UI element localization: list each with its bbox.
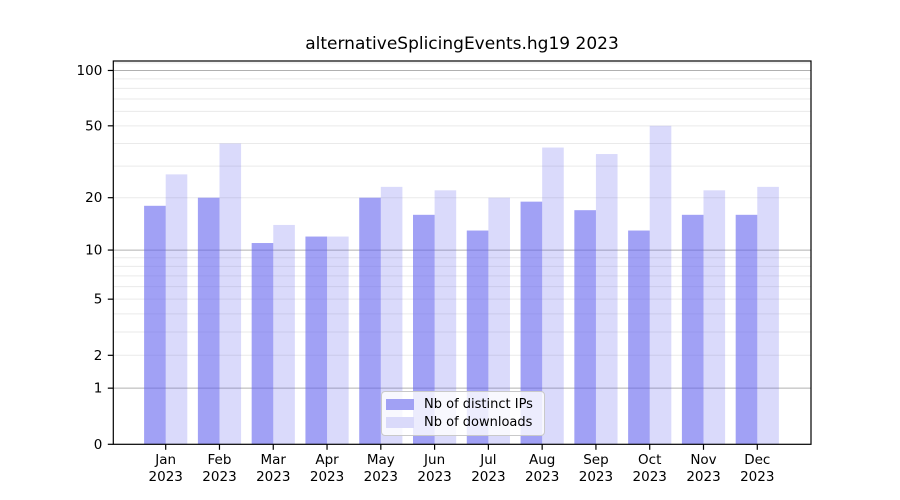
x-tick-label-month: Jan [154,452,176,468]
bar-apr-nb-of-distinct-ips [305,236,328,445]
chart-title: alternativeSplicingEvents.hg19 2023 [305,34,619,54]
bar-mar-nb-of-downloads [273,224,295,445]
bar-aug-nb-of-distinct-ips [520,201,543,445]
legend-item-distinct-ips: Nb of distinct IPs [386,397,538,412]
bar-may-nb-of-distinct-ips [359,197,381,445]
x-tick-label-month: Aug [529,452,555,468]
x-tick-label-month: Mar [261,452,287,468]
bar-dec-nb-of-distinct-ips [735,214,758,445]
x-tick-label-year: 2023 [525,469,559,485]
bar-jun-nb-of-downloads [434,190,457,445]
y-tick-label: 100 [77,63,103,79]
bar-feb-nb-of-distinct-ips [197,197,220,445]
x-tick-label-year: 2023 [149,469,183,485]
x-tick-label-month: Nov [690,452,716,468]
legend-item-downloads: Nb of downloads [386,415,538,430]
bar-sep-nb-of-distinct-ips [574,210,596,445]
bar-apr-nb-of-downloads [327,236,349,445]
y-tick-label: 10 [85,243,102,259]
x-tick-label-month: Oct [638,452,661,468]
x-tick-label-year: 2023 [417,469,451,485]
minor-gridlines [113,62,811,356]
bar-nov-nb-of-distinct-ips [681,214,704,445]
bar-jan-nb-of-downloads [165,174,188,445]
bars-nb-of-downloads [165,125,779,445]
y-tick-label: 5 [94,292,103,308]
bar-feb-nb-of-downloads [219,143,242,445]
x-tick-label-month: Feb [208,452,232,468]
bar-jul-nb-of-distinct-ips [466,230,489,445]
y-tick-label: 20 [85,190,102,206]
bar-jan-nb-of-distinct-ips [144,205,166,445]
legend-swatch-distinct-ips [386,399,414,410]
x-tick-label-month: Sep [583,452,608,468]
bar-sep-nb-of-downloads [595,154,618,445]
bar-may-nb-of-downloads [380,186,403,445]
x-tick-label-month: May [367,452,395,468]
x-tick-label-year: 2023 [310,469,344,485]
bar-jul-nb-of-downloads [488,197,510,445]
x-tick-label-year: 2023 [471,469,505,485]
bar-nov-nb-of-downloads [703,190,726,445]
legend-label-distinct-ips: Nb of distinct IPs [424,397,533,412]
x-tick-label-year: 2023 [579,469,613,485]
y-tick-label: 1 [94,381,103,397]
x-tick-label-month: Apr [315,452,339,468]
x-tick-label-month: Dec [744,452,770,468]
x-tick-label-year: 2023 [256,469,290,485]
x-tick-label-year: 2023 [740,469,774,485]
x-tick-label-year: 2023 [202,469,236,485]
legend-swatch-downloads [386,417,414,428]
y-tick-label: 50 [85,118,102,134]
bar-jun-nb-of-distinct-ips [413,214,435,445]
legend-label-downloads: Nb of downloads [424,415,533,430]
bar-aug-nb-of-downloads [542,147,564,445]
x-tick-label-year: 2023 [364,469,398,485]
x-tick-label-month: Jun [423,452,445,468]
x-tick-label-year: 2023 [633,469,667,485]
x-tick-label-month: Jul [479,452,496,468]
x-axis: Jan2023Feb2023Mar2023Apr2023May2023Jun20… [149,444,774,485]
bar-mar-nb-of-distinct-ips [251,243,274,445]
y-tick-label: 2 [94,348,103,364]
bar-dec-nb-of-downloads [757,186,779,445]
plot-frame [112,60,812,445]
bar-oct-nb-of-downloads [649,125,672,445]
legend: Nb of distinct IPs Nb of downloads [381,391,545,436]
y-tick-label: 0 [94,437,103,453]
bars-nb-of-distinct-ips [144,197,758,445]
x-tick-label-year: 2023 [686,469,720,485]
bar-oct-nb-of-distinct-ips [628,230,650,445]
